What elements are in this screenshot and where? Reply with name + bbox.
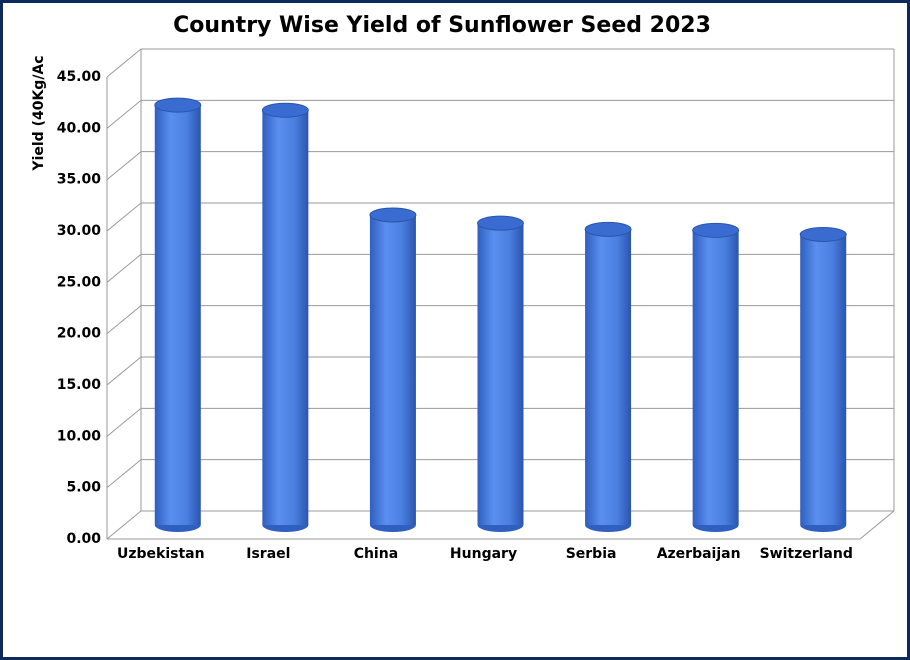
bar: [800, 234, 847, 525]
x-tick-label: China: [354, 546, 398, 562]
bar-top: [477, 215, 524, 231]
x-tick-label: Uzbekistan: [117, 546, 205, 562]
bar: [262, 110, 309, 525]
x-tick-label: Serbia: [566, 546, 617, 562]
y-tick-label: 15.00: [57, 377, 102, 393]
grid-line-depth: [106, 202, 142, 232]
grid-line-depth: [106, 99, 142, 129]
bar-top: [154, 97, 202, 113]
y-tick-label: 30.00: [57, 223, 102, 239]
bar-top: [261, 102, 309, 118]
chart-title: Country Wise Yield of Sunflower Seed 202…: [173, 13, 711, 38]
grid-line-depth: [106, 151, 142, 181]
grid-line-depth: [106, 253, 142, 283]
grid-line-depth: [106, 510, 142, 540]
chart: Country Wise Yield of Sunflower Seed 202…: [31, 13, 895, 562]
bar: [154, 105, 201, 526]
y-tick-label: 10.00: [57, 428, 102, 444]
y-tick-label: 25.00: [57, 274, 102, 290]
bar-top: [369, 207, 417, 223]
x-tick-label: Israel: [246, 546, 290, 562]
y-tick-label: 40.00: [57, 120, 102, 136]
grid-line-depth: [106, 305, 142, 335]
x-tick-label: Hungary: [450, 546, 517, 562]
axis-line: [859, 510, 895, 540]
y-axis-label: Yield (40Kg/Ac: [31, 55, 47, 171]
x-tick-label: Azerbaijan: [657, 546, 741, 562]
bar: [477, 223, 524, 525]
bar: [692, 230, 739, 525]
bar: [585, 229, 632, 525]
y-tick-label: 35.00: [57, 172, 102, 188]
bar-top: [584, 221, 632, 237]
grid-line-depth: [106, 48, 142, 78]
y-tick-label: 45.00: [57, 69, 102, 85]
bar-top: [799, 226, 847, 242]
y-tick-label: 5.00: [66, 480, 101, 496]
bar-top: [692, 222, 740, 238]
grid-line-depth: [106, 407, 142, 437]
bar: [369, 214, 416, 526]
x-tick-label: Switzerland: [760, 546, 853, 562]
y-tick-label: 20.00: [57, 326, 102, 342]
y-tick-label: 0.00: [66, 531, 101, 547]
grid-line-depth: [106, 459, 142, 489]
grid-line-depth: [106, 356, 142, 386]
